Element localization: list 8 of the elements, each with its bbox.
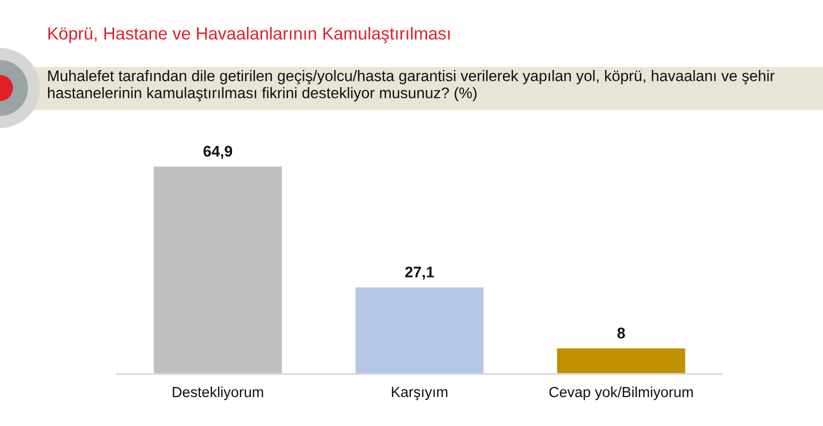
x-tick-label: Karşıyım [392, 386, 448, 400]
x-tick-label: Destekliyorum [172, 386, 264, 400]
data-label: 8 [617, 328, 625, 338]
data-label: 27,1 [405, 266, 434, 280]
data-label: 64,9 [204, 146, 232, 159]
x-tick-label: Cevap yok/Bilmiyorum [549, 386, 693, 400]
chart-subtitle: Muhalefet tarafından dile getirilen geçiş/yolcu/hasta garantisi verilerek yapılan yol, köprü, havaalanı ve şehir hastanelerinin kamulaştırılması fikrini destekliyor musunuz? (%) [48, 70, 775, 102]
chart-title: Köprü, Hastane ve Havaalanlarının Kamulaştırılması [48, 26, 450, 44]
